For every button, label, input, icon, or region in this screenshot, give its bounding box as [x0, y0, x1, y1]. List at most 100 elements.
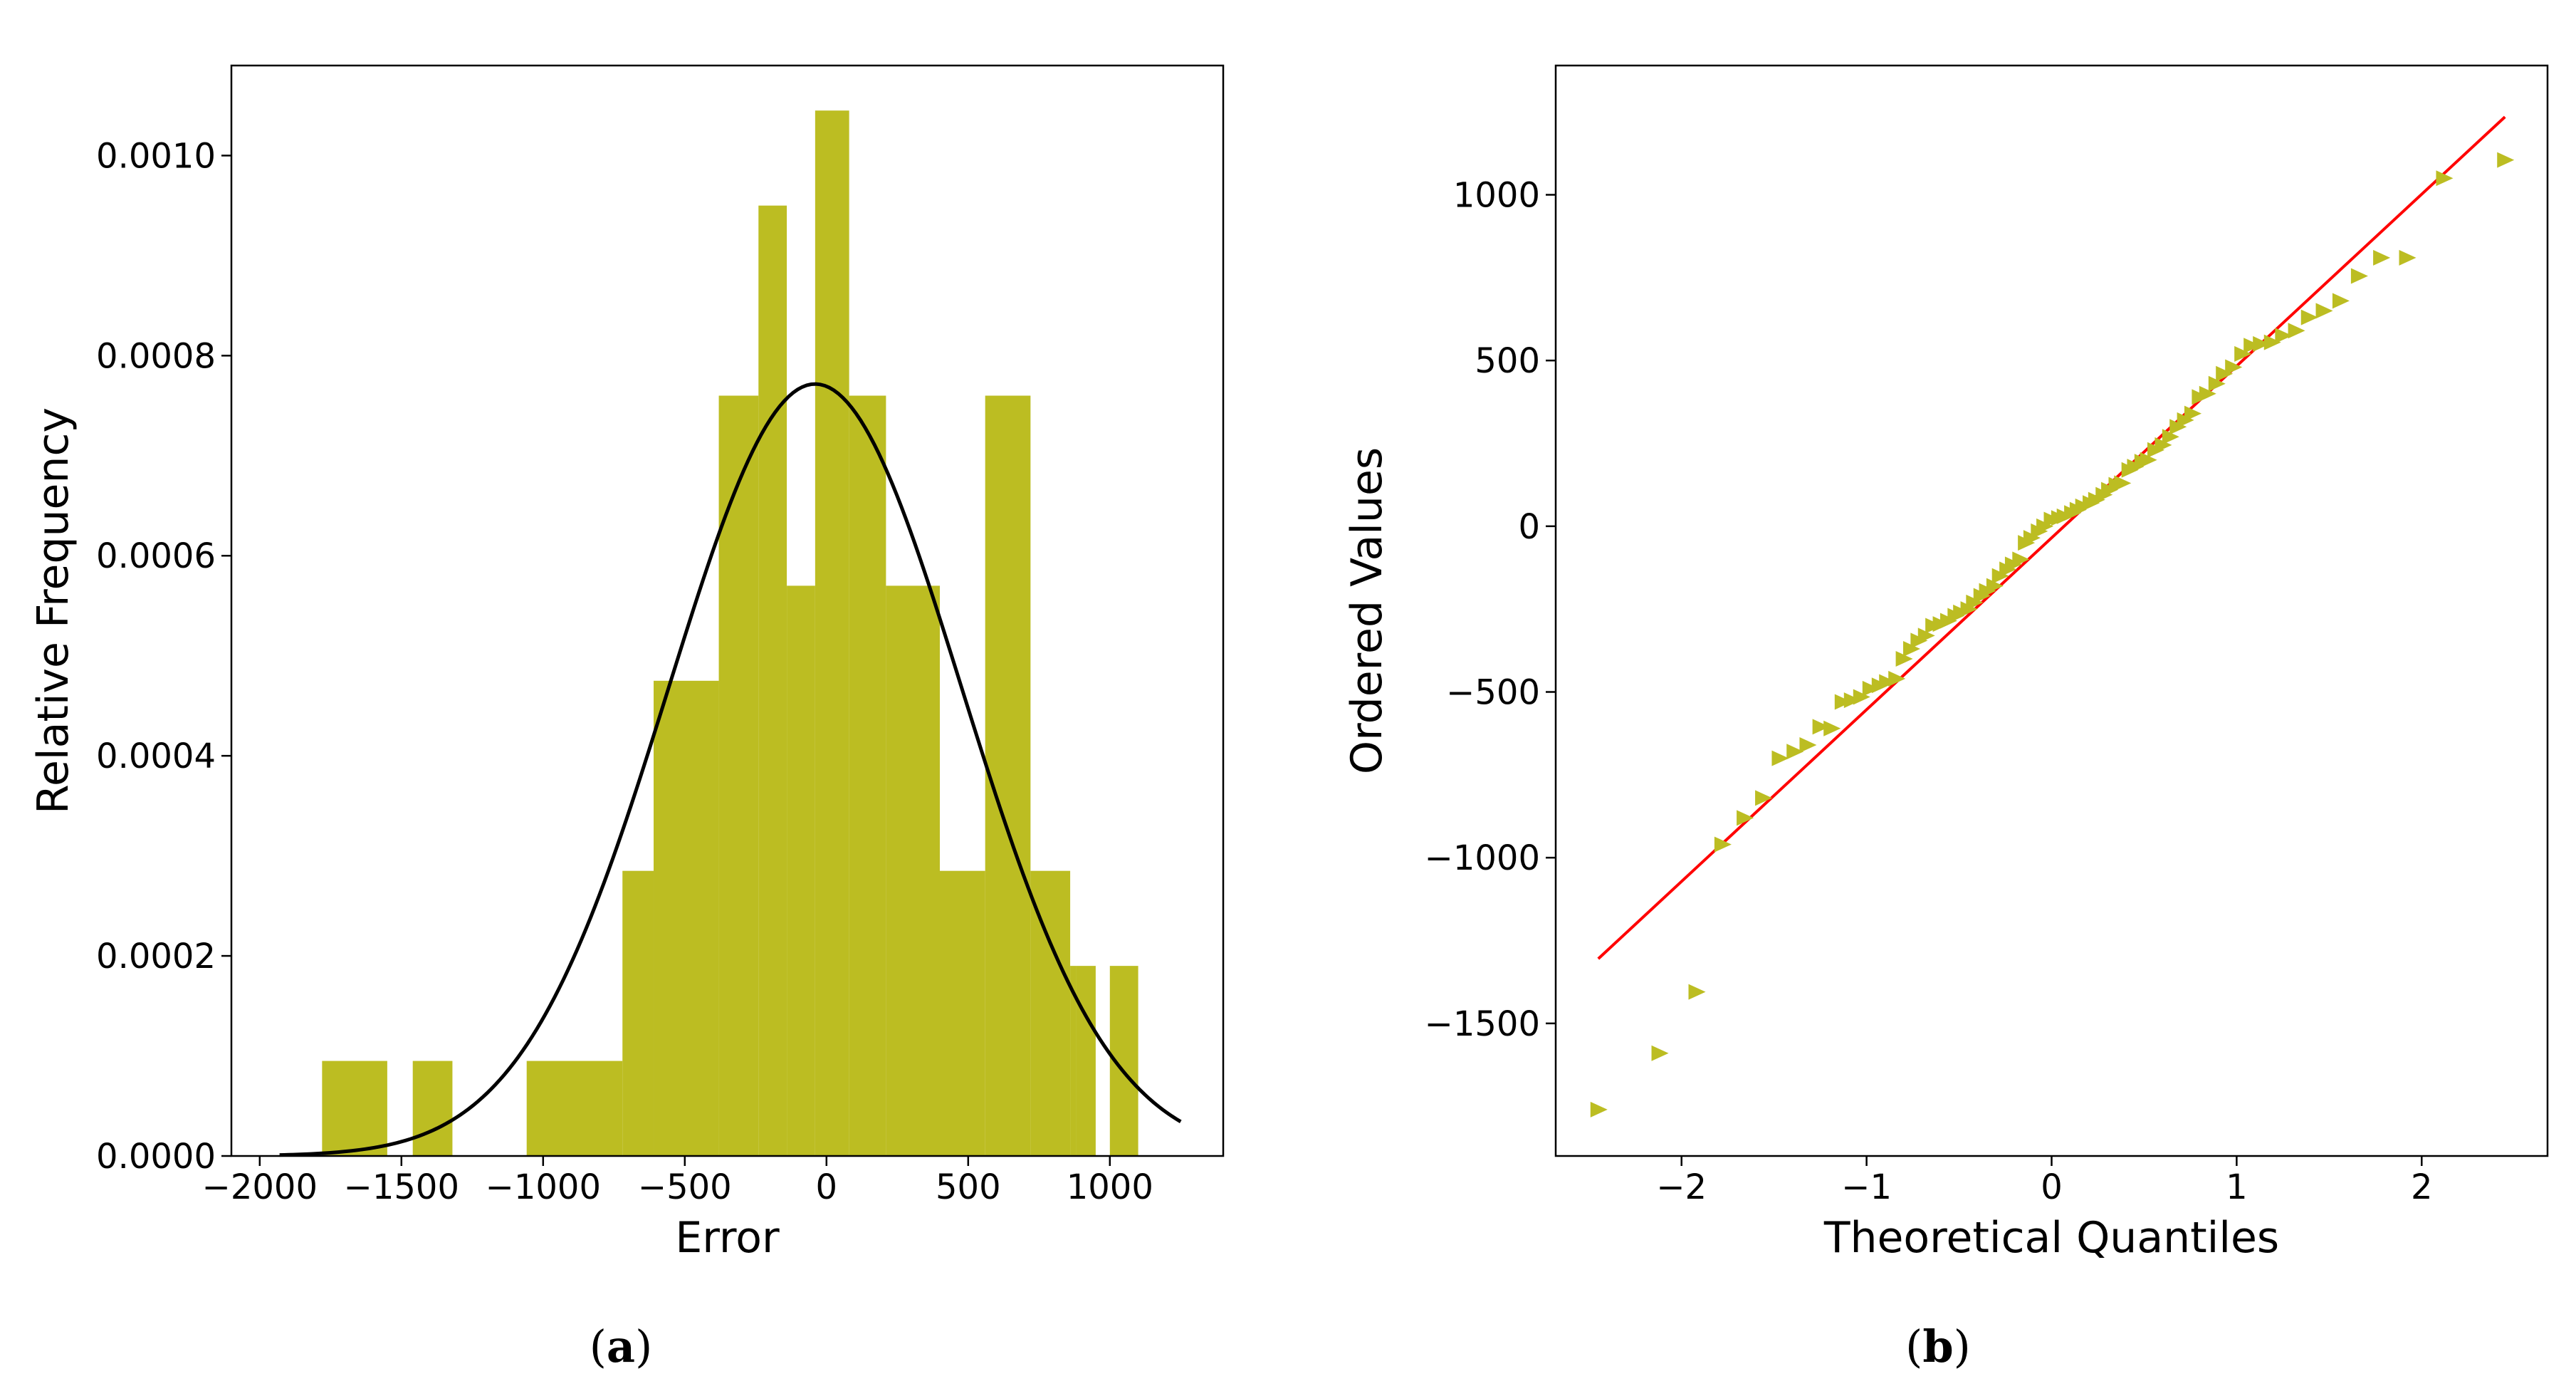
normal-density-curve	[279, 382, 1182, 1157]
qq-data-point	[2288, 323, 2305, 339]
hist-x-tick-label: −2000	[202, 1167, 318, 1207]
qq-y-tick-label: 0	[1518, 507, 1540, 547]
histogram-bar	[815, 110, 849, 1156]
histogram-bar	[849, 395, 886, 1157]
histogram-bar	[526, 1061, 623, 1156]
histogram-bar	[654, 680, 719, 1156]
qq-data-point	[1862, 680, 1880, 697]
qq-x-tick-label: −2	[1656, 1167, 1707, 1207]
qq-data-point	[1823, 720, 1841, 736]
qq-data-point	[1879, 674, 1897, 690]
hist-plot-frame	[230, 64, 1225, 1157]
qq-data-point	[1771, 750, 1789, 766]
panel-label-b: b	[1922, 1321, 1954, 1372]
qq-data-point	[1960, 601, 1978, 618]
qq-data-point	[2162, 429, 2179, 445]
hist-y-tick-label: 0.0010	[96, 136, 216, 176]
qq-x-tick-label: 1	[2226, 1167, 2248, 1207]
hist-x-tick-label: −1500	[344, 1167, 459, 1207]
qq-data-point	[2225, 359, 2243, 375]
qq-data-point	[1853, 689, 1870, 705]
histogram-bar	[718, 395, 759, 1157]
hist-y-tick-label: 0.0000	[96, 1137, 216, 1177]
qq-data-point	[2275, 328, 2293, 344]
qq-data-point	[1834, 694, 1852, 710]
qq-data-point	[2253, 335, 2271, 352]
qq-x-tick-label: 0	[2041, 1167, 2063, 1207]
qq-data-point	[2436, 170, 2454, 187]
hist-y-tick-label: 0.0004	[96, 736, 216, 776]
qq-y-tick-label: 500	[1475, 341, 1540, 381]
hist-y-tick-label: 0.0008	[96, 336, 216, 376]
hist-y-axis-label: Relative Frequency	[28, 407, 78, 814]
histogram-bar	[886, 585, 940, 1156]
qq-y-tick-label: −500	[1446, 673, 1540, 713]
qq-data-point	[2332, 293, 2350, 309]
qq-data-point	[2199, 385, 2216, 402]
qq-reference-line	[1597, 115, 2506, 960]
hist-x-tick-label: 0	[816, 1167, 838, 1207]
histogram-bar	[1030, 870, 1071, 1156]
qq-data-point	[1902, 641, 1920, 657]
histogram-bar	[758, 205, 787, 1156]
qq-data-point	[2300, 309, 2318, 325]
hist-x-tick-label: −500	[638, 1167, 732, 1207]
qq-data-point	[2012, 551, 2030, 568]
histogram-bar	[412, 1061, 453, 1156]
qq-data-point	[2184, 405, 2202, 422]
qq-data-point	[1688, 984, 1706, 1000]
qq-x-tick-label: 2	[2411, 1167, 2433, 1207]
histogram-bar	[1070, 966, 1077, 1156]
qq-data-point	[2234, 345, 2252, 362]
qq-data-point	[1755, 790, 1773, 806]
qq-data-point	[1799, 736, 1817, 753]
qq-data-point	[2399, 249, 2417, 266]
qq-data-point	[2208, 375, 2226, 392]
panel-caption-b: (b)	[1905, 1321, 1971, 1372]
qq-x-axis-label: Theoretical Quantiles	[1823, 1213, 2279, 1263]
qq-data-point	[2216, 365, 2234, 382]
histogram-bar	[1076, 966, 1096, 1156]
qq-y-tick-label: −1000	[1425, 838, 1540, 878]
qq-data-point	[1888, 670, 1906, 687]
histogram-bar	[940, 870, 985, 1156]
qq-y-axis-label: Ordered Values	[1342, 447, 1392, 774]
qq-data-point	[2114, 475, 2132, 491]
histogram-panel: −2000 −1500 −1000 −500 0 500 1000 0.0000 0.0002 0…	[28, 64, 1225, 1263]
qq-data-point	[1714, 836, 1732, 853]
hist-y-tick-label: 0.0006	[96, 536, 216, 576]
qq-data-point	[1812, 719, 1830, 735]
qq-data-point	[1737, 810, 1754, 826]
qq-data-point	[2373, 249, 2391, 266]
qq-data-point	[1895, 650, 1913, 667]
hist-x-tick-label: 1000	[1067, 1167, 1153, 1207]
qq-plot-panel: −2 −1 0 1 2 −1500 −1000 −500 0 500 1000 Theoretical…	[1342, 64, 2549, 1263]
qq-data-point	[2140, 452, 2157, 468]
qq-data-point	[2263, 334, 2281, 350]
qq-data-point	[1986, 578, 2004, 594]
qq-y-tick-label: 1000	[1453, 175, 1540, 215]
histogram-bar	[787, 585, 815, 1156]
panel-caption-a: (a)	[589, 1321, 653, 1372]
qq-data-point	[1651, 1045, 1669, 1061]
qq-x-tick-label: −1	[1841, 1167, 1892, 1207]
histogram-bar	[985, 395, 1031, 1157]
qq-data-point	[1917, 627, 1935, 644]
qq-data-point	[2315, 303, 2333, 319]
qq-data-point	[2350, 268, 2368, 284]
hist-y-tick-label: 0.0002	[96, 937, 216, 976]
panel-label-a: a	[606, 1321, 636, 1372]
hist-x-axis-label: Error	[675, 1213, 780, 1263]
qq-y-tick-label: −1500	[1425, 1004, 1540, 1044]
qq-data-point	[2243, 338, 2261, 354]
hist-x-tick-label: 500	[936, 1167, 1001, 1207]
qq-data-point	[1786, 744, 1804, 760]
histogram-bar	[322, 1061, 387, 1156]
qq-plot-frame	[1554, 64, 2549, 1157]
qq-data-point	[1590, 1101, 1608, 1118]
qq-data-point	[2497, 152, 2515, 168]
hist-x-tick-label: −1000	[486, 1167, 601, 1207]
histogram-bar	[622, 870, 654, 1156]
qq-data-point	[2154, 437, 2172, 453]
